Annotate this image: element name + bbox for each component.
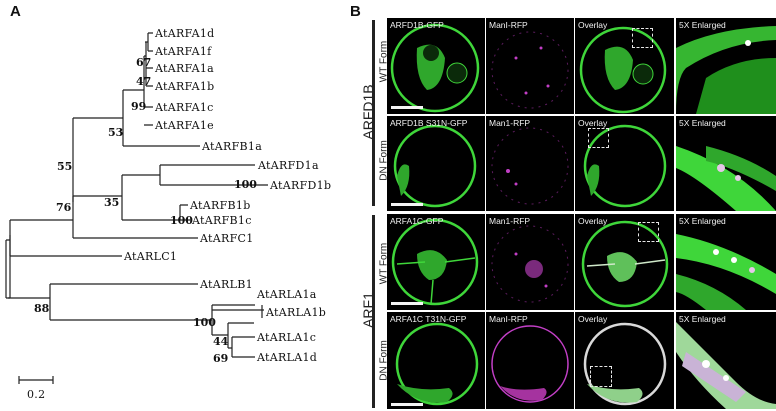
micrograph-gfp: ARFD1B S31N-GFP [387,116,485,211]
panel-label-b: B [350,3,361,20]
bootstrap-value: 88 [34,302,50,315]
enlarged-region-box [638,222,659,242]
enlarged-region-box [632,28,653,48]
taxon-label: AtARFB1a [201,140,262,153]
cell-label: 5X Enlarged [679,118,726,128]
taxon-label: AtARFC1 [199,232,254,245]
scale-bar [391,106,423,109]
cell-label: Man1-RFP [489,118,531,128]
bootstrap-value: 47 [136,75,151,88]
bootstrap-value: 67 [136,56,151,69]
bootstrap-value: 53 [108,126,123,139]
bootstrap-value: 44 [213,335,229,348]
taxon-label: AtARFA1e [154,119,214,132]
micrograph-rfp: Man1-RFP [486,214,574,310]
micrograph-overlay: Overlay [575,214,674,310]
group-label-arf1: ARF1 [360,292,376,328]
micrograph-overlay: Overlay [575,18,674,114]
taxon-label: AtARFA1d [154,27,214,40]
cell-label: Overlay [578,216,608,226]
bootstrap-value: 35 [104,196,119,209]
cell-label: Overlay [578,314,608,324]
bootstrap-value: 100 [193,316,216,329]
taxon-label: AtARLA1b [265,306,326,319]
taxon-label: AtARLA1d [256,351,317,364]
cell-label: Man1-RFP [489,216,531,226]
scale-bar [391,403,423,406]
taxon-label: AtARLB1 [199,278,253,291]
taxon-label: AtARLC1 [123,250,177,263]
cell-label: 5X Enlarged [679,216,726,226]
scale-bar [391,203,423,206]
micrograph-overlay: Overlay [575,312,674,409]
scale-bar [391,302,423,305]
micrograph-enlarged: 5X Enlarged [676,18,776,114]
bootstrap-value: 55 [57,160,72,173]
micrograph-enlarged: 5X Enlarged [676,214,776,310]
tree-branches [5,32,268,384]
panel-label-a: A [10,3,21,20]
micrograph-overlay: Overlay [575,116,674,211]
enlarged-region-box [588,128,609,148]
taxon-label: AtARFA1c [154,101,214,114]
cell-label: ARFA1C-GFP [390,216,444,226]
cell-label: ARFD1B-GFP [390,20,444,30]
taxon-label: AtARLA1a [256,288,317,301]
group-divider-bar [372,215,375,408]
enlarged-region-box [590,366,612,387]
cell-label: ARFA1C T31N-GFP [390,314,467,324]
taxon-label: AtARFD1a [257,159,319,172]
cell-label: 5X Enlarged [679,314,726,324]
cell-label: ARFD1B S31N-GFP [390,118,468,128]
phylogenetic-tree: AtARFA1d AtARFA1f AtARFA1a AtARFA1b AtAR… [5,27,331,401]
bootstrap-value: 100 [234,178,257,191]
taxon-label: AtARFD1b [269,179,331,192]
taxon-label: AtARFB1b [189,199,251,212]
micrograph-enlarged: 5X Enlarged [676,116,776,211]
taxon-label: AtARFA1b [154,80,214,93]
bootstrap-value: 76 [56,201,72,214]
micrograph-gfp: ARFA1C-GFP [387,214,485,310]
taxon-label: AtARLA1c [256,331,316,344]
micrograph-gfp: ARFD1B-GFP [387,18,485,114]
cell-label: ManI-RFP [489,314,528,324]
scale-bar-label: 0.2 [27,388,45,401]
bootstrap-value: 99 [131,100,146,113]
micrograph-rfp: ManI-RFP [486,312,574,409]
micrograph-gfp: ARFA1C T31N-GFP [387,312,485,409]
bootstrap-value: 69 [213,352,228,365]
micrograph-rfp: ManI-RFP [486,18,574,114]
cell-label: 5X Enlarged [679,20,726,30]
taxon-label: AtARFA1f [154,45,212,58]
cell-label: Overlay [578,118,608,128]
cell-label: Overlay [578,20,608,30]
micrograph-rfp: Man1-RFP [486,116,574,211]
taxon-label: AtARFA1a [154,62,214,75]
group-divider-bar [372,20,375,206]
group-label-arfd1b: ARFD1B [360,84,376,140]
bootstrap-value: 100 [170,214,193,227]
cell-label: ManI-RFP [489,20,528,30]
micrograph-enlarged: 5X Enlarged [676,312,776,409]
taxon-label: AtARFB1c [191,214,252,227]
